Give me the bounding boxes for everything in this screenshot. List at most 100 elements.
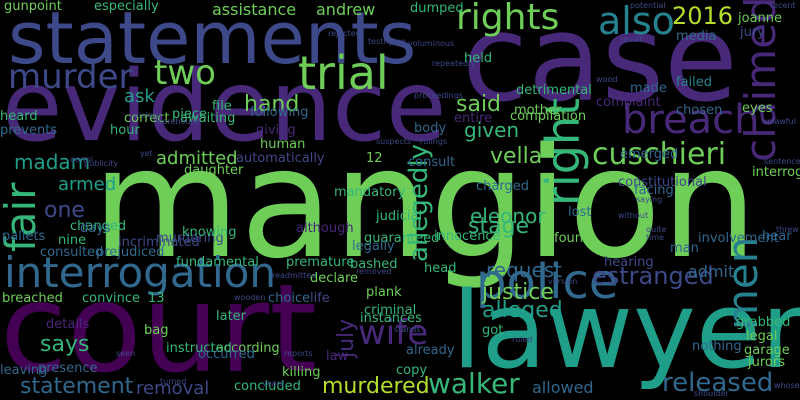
word-suspects: suspects	[376, 137, 412, 146]
word-police: police	[476, 254, 619, 310]
word-plank: plank	[366, 285, 402, 300]
word-charged: charged	[476, 179, 529, 194]
word-garage: garage	[744, 343, 790, 358]
word-declare: declare	[310, 271, 359, 286]
word-removed: removed	[356, 267, 392, 276]
word-trial: trial	[298, 46, 389, 100]
word-wife: wife	[358, 313, 429, 353]
word-involvement: involvement	[698, 231, 779, 246]
word-murder: murder	[8, 57, 133, 97]
word-dumped: dumped	[410, 1, 464, 16]
word-days: days	[80, 221, 111, 236]
word-recent: recent	[770, 1, 796, 10]
word-warehouse: warehouse	[156, 117, 200, 126]
word-already: already	[406, 343, 455, 358]
word-madam: madam	[14, 150, 91, 174]
word-two: two	[154, 53, 216, 93]
word-criminal: criminal	[364, 303, 417, 318]
word-especially: especially	[94, 0, 159, 14]
word-gunpoint: gunpoint	[4, 0, 62, 14]
word-piece: piece	[172, 107, 208, 122]
word-hand: hand	[244, 92, 300, 117]
word-jurors: jurors	[748, 355, 785, 370]
word-later: later	[216, 309, 247, 324]
word-correct: correct	[124, 111, 170, 126]
word-murdered: murdered	[322, 374, 430, 399]
word-details: details	[46, 317, 90, 332]
word-assistance: assistance	[212, 0, 297, 19]
word-estranged: estranged	[592, 262, 714, 290]
word-entire: entire	[454, 111, 493, 126]
word-rulings: rulings	[420, 137, 448, 146]
word-alleged: alleged	[482, 298, 563, 323]
word-also: also	[598, 0, 675, 43]
word-hearing: hearing	[604, 255, 654, 270]
word-time: time	[646, 233, 665, 242]
word-convince: convince	[82, 291, 141, 306]
word-request: request	[486, 258, 563, 282]
word-says: says	[40, 332, 90, 357]
word-knowing: knowing	[182, 225, 237, 240]
word-seen: seen	[116, 349, 136, 358]
word-breach: breach	[622, 97, 760, 143]
word-lost: lost	[568, 205, 592, 220]
word-judicial: judicial	[376, 209, 423, 224]
word-saying: saying	[636, 195, 663, 204]
word-without: without	[618, 211, 649, 220]
word-hour: hour	[110, 123, 140, 138]
word-got: got	[482, 323, 504, 338]
word-occurred: occurred	[198, 347, 255, 362]
word-legal: legal	[746, 329, 778, 344]
word-andrew: andrew	[316, 0, 376, 19]
word-hear: hear	[762, 229, 792, 244]
word-prevents: prevents	[0, 123, 58, 138]
word-held: held	[464, 51, 493, 66]
word-fundamental: fundamental	[176, 255, 259, 270]
word-file: file	[212, 99, 232, 114]
word-nothing: nothing	[692, 339, 742, 354]
word-threw: threw	[776, 225, 799, 234]
word-leaving: leaving	[0, 363, 48, 378]
word-case: case	[462, 0, 738, 129]
word-rejected: rejected	[328, 29, 361, 38]
word-12: 12	[366, 151, 383, 166]
word-premature: premature	[286, 255, 355, 270]
word-result: result	[620, 35, 643, 44]
word-2016: 2016	[672, 2, 734, 30]
word-admitted: admitted	[156, 148, 238, 169]
word-instructed: instructed	[166, 341, 232, 356]
word-prejudiced: prejudiced	[96, 245, 165, 260]
word-concluded: concluded	[234, 379, 301, 394]
word-joanne: joanne	[738, 11, 783, 26]
word-giving: giving	[256, 123, 296, 138]
word-following: following	[250, 105, 309, 120]
word-whose: whose	[774, 381, 800, 390]
word-breached: breached	[2, 291, 63, 306]
word-statements: statements	[8, 0, 417, 80]
word-testifying: testifying	[368, 37, 406, 46]
word-heard: heard	[0, 109, 38, 124]
word-interrogation: interrogation	[4, 248, 277, 297]
word-detrimental: detrimental	[516, 83, 592, 98]
word-life: life	[310, 291, 330, 306]
word-constitutional: constitutional	[618, 175, 707, 190]
word-reports: reports	[284, 349, 313, 358]
word-allowed: allowed	[532, 378, 594, 397]
word-consult: consult	[408, 155, 456, 170]
word-admit: admit	[688, 262, 735, 281]
word-vella: vella	[490, 144, 543, 169]
word-stands: stands	[394, 325, 421, 334]
word-said: said	[456, 92, 502, 117]
word-bag: bag	[144, 323, 169, 338]
word-presence: presence	[38, 361, 98, 376]
word-facing: facing	[634, 183, 674, 198]
word-bashed: bashed	[350, 257, 398, 272]
word-although: although	[296, 221, 354, 236]
word-statement: statement	[20, 374, 134, 399]
word-chosen: chosen	[676, 103, 723, 118]
word-rights: rights	[456, 0, 560, 38]
word-potential: potential	[630, 1, 666, 10]
word-turned: turned	[160, 377, 187, 386]
word-walker: walker	[428, 367, 520, 400]
